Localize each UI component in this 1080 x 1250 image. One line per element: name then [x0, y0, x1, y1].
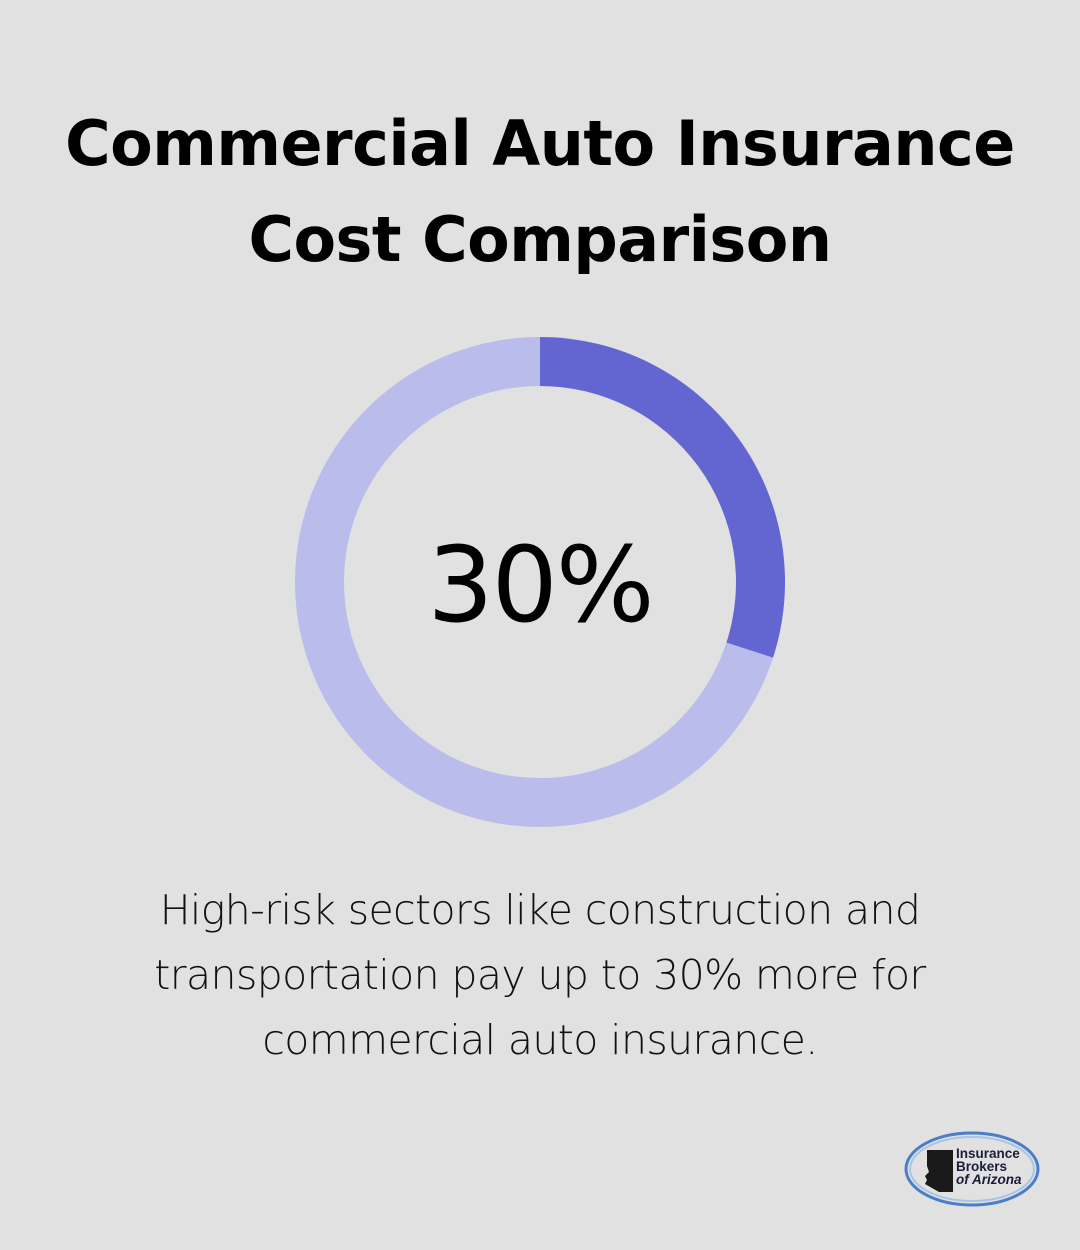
page-title: Commercial Auto Insurance Cost Compariso… [0, 96, 1080, 288]
logo-line-1: Insurance [956, 1146, 1020, 1161]
logo-text: Insurance Brokers of Arizona [956, 1146, 1022, 1187]
caption-line-3: commercial auto insurance. [262, 1016, 818, 1064]
title-line-2: Cost Comparison [248, 203, 832, 276]
caption-line-1: High-risk sectors like construction and [159, 886, 921, 934]
logo-line-2: Brokers [956, 1159, 1008, 1174]
caption-line-2: transportation pay up to 30% more for [154, 951, 926, 999]
company-logo [903, 1130, 1041, 1208]
donut-chart-svg [295, 337, 785, 827]
title-line-1: Commercial Auto Insurance [65, 107, 1015, 180]
donut-center-value: 30% [427, 524, 654, 646]
chart-caption: High-risk sectors like construction and … [90, 878, 990, 1073]
logo-line-3: of Arizona [956, 1172, 1022, 1187]
logo-emblem [904, 1131, 1040, 1207]
arizona-map-icon [925, 1150, 953, 1192]
donut-chart [295, 337, 785, 827]
donut-slice-highlight [540, 337, 785, 658]
